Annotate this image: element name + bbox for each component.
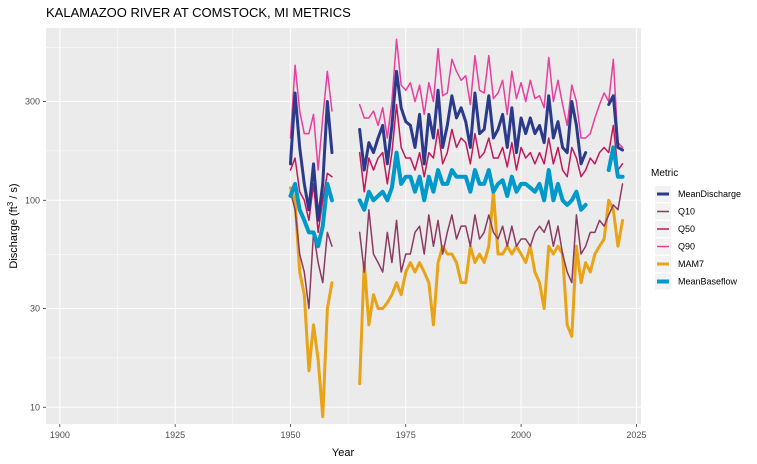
x-tick-label: 1900 <box>50 430 70 440</box>
legend-label-q10: Q10 <box>678 207 695 217</box>
legend-label-meanbaseflow: MeanBaseflow <box>678 277 738 287</box>
y-axis-title: Discharge (ft3 / s) <box>6 183 20 268</box>
legend-title: Metric <box>651 168 678 179</box>
y-tick-label: 100 <box>25 195 40 205</box>
x-axis: 1900 1925 1950 1975 2000 2025 <box>50 424 646 440</box>
series-line-meandischarge <box>288 69 625 222</box>
series-line-meanbaseflow <box>288 145 625 249</box>
x-tick-label: 1925 <box>165 430 185 440</box>
y-tick-label: 30 <box>30 304 40 314</box>
y-axis: 10 30 100 300 <box>25 97 46 412</box>
chart-title: KALAMAZOO RIVER AT COMSTOCK, MI METRICS <box>46 5 351 20</box>
legend-label-meandischarge: MeanDischarge <box>678 189 741 199</box>
legend-label-q50: Q50 <box>678 224 695 234</box>
series-line-q90 <box>289 38 624 171</box>
series-line-q10 <box>289 183 624 310</box>
y-tick-label: 300 <box>25 97 40 107</box>
legend-label-q90: Q90 <box>678 242 695 252</box>
legend-label-mam7: MAM7 <box>678 259 704 269</box>
x-tick-label: 2000 <box>511 430 531 440</box>
series-layer <box>288 38 625 419</box>
x-tick-label: 1975 <box>396 430 416 440</box>
x-tick-label: 1950 <box>280 430 300 440</box>
legend: Metric MeanDischarge Q10 Q50 Q90 MAM7 MeanBas… <box>651 168 741 290</box>
x-tick-label: 2025 <box>626 430 646 440</box>
x-axis-title: Year <box>332 447 355 459</box>
y-tick-label: 10 <box>30 402 40 412</box>
